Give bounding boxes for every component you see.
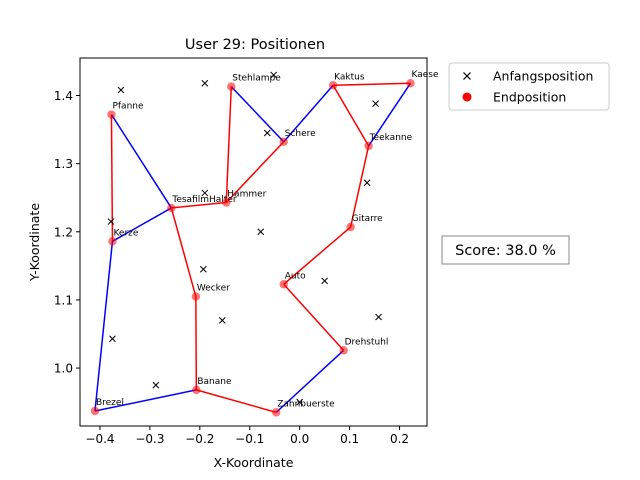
end-position-marker (227, 82, 236, 91)
end-position-marker (346, 222, 355, 232)
start-position-marker (201, 79, 209, 87)
path-segment-red (332, 84, 370, 147)
start-position-marker (152, 381, 160, 389)
end-position-marker (279, 280, 288, 289)
start-position-marker (363, 179, 371, 187)
start-position-marker (107, 218, 115, 225)
end-position-label: Kerze (113, 228, 138, 238)
x-tick-label: −0.3 (135, 432, 164, 446)
y-tick-label: 1.4 (54, 89, 73, 103)
start-position-marker (218, 317, 226, 324)
y-tick-label: 1.2 (54, 225, 73, 239)
path-segment-blue (367, 82, 412, 147)
start-position-marker (372, 100, 379, 108)
path-segment-red (225, 86, 233, 203)
x-tick-label: 0.2 (390, 432, 409, 446)
legend-start-marker-icon (463, 72, 471, 80)
start-position-marker (296, 398, 304, 406)
end-position-label: Auto (285, 271, 306, 281)
path-segment-red (333, 82, 411, 87)
end-position-marker (279, 137, 288, 147)
end-position-label: Gitarre (352, 214, 384, 224)
score-box-frame (441, 235, 570, 265)
path-segment-red (170, 207, 197, 297)
path-segment-red (349, 145, 370, 228)
end-position-marker (406, 79, 415, 88)
path-segment-red (283, 283, 345, 351)
end-position-label: Pfanne (112, 102, 144, 112)
start-position-marker (257, 228, 265, 236)
end-position-label: Kaktus (334, 72, 365, 82)
start-position-marker (117, 86, 125, 94)
x-axis-label: X-Koordinate (214, 455, 294, 470)
end-position-marker (191, 292, 201, 301)
end-position-marker (90, 406, 100, 416)
score-text: Score: 38.0 % (455, 243, 556, 259)
start-position-marker (321, 277, 329, 285)
x-tick-label: −0.4 (85, 432, 114, 446)
end-position-marker (364, 141, 373, 151)
end-position-label: Schere (285, 129, 316, 139)
end-position-marker (107, 110, 116, 119)
legend-frame (448, 62, 610, 111)
y-axis-label: Y-Koordinate (27, 203, 42, 282)
y-tick-label: 1.1 (54, 293, 73, 307)
end-position-marker (272, 408, 281, 417)
end-position-label: Stehlampe (232, 74, 281, 84)
path-segment-blue (230, 86, 285, 143)
x-axis: −0.4 −0.3 −0.2 −0.1 0.0 0.1 0.2 (85, 426, 409, 446)
end-position-marker (339, 346, 348, 355)
start-position-marker (375, 313, 382, 321)
end-position-label: Zahnbuerste (277, 399, 335, 409)
path-segment-red (283, 226, 352, 285)
x-tick-label: 0.0 (290, 432, 309, 446)
end-position-label: Hammer (227, 189, 266, 199)
start-position-marker (201, 189, 209, 197)
end-position-label: Wecker (197, 284, 230, 294)
path-segment-red (225, 141, 285, 203)
y-tick-label: 1.3 (54, 157, 73, 171)
end-position-marker (167, 203, 176, 213)
end-position-label: Drehstuhl (345, 337, 389, 347)
legend-end-label: Endposition (493, 90, 566, 105)
path-segment-blue (112, 207, 172, 242)
start-position-marker (109, 335, 116, 343)
x-tick-label: 0.1 (340, 432, 359, 446)
path-segment-red (196, 389, 277, 414)
start-position-marker (199, 265, 207, 273)
path-segment-blue (275, 349, 345, 413)
y-axis: 1.0 1.1 1.2 1.3 1.4 (54, 89, 80, 376)
x-tick-label: −0.1 (235, 432, 264, 446)
end-position-label: Kaese (412, 70, 439, 80)
score-box: Score: 38.0 % (441, 235, 570, 265)
end-position-label: Teekanne (369, 133, 413, 143)
end-position-marker (192, 385, 201, 395)
legend: Anfangsposition Endposition (448, 62, 610, 111)
path-segment-blue (94, 389, 197, 412)
x-tick-label: −0.2 (185, 432, 214, 446)
chart-title: User 29: Positionen (185, 37, 325, 53)
end-position-marker (222, 198, 231, 207)
legend-end-marker-icon (462, 92, 472, 102)
start-position-marker (263, 129, 271, 137)
y-tick-label: 1.0 (54, 362, 73, 376)
legend-start-label: Anfangsposition (493, 69, 593, 84)
end-position-label: Brezel (96, 398, 124, 408)
path-segment-red (171, 201, 227, 209)
start-position-marker (270, 71, 278, 79)
end-position-marker (108, 237, 117, 246)
plot-frame (79, 57, 428, 427)
end-position-marker (328, 81, 338, 90)
end-position-label: Banane (197, 377, 232, 387)
plot-area: Pfanne Stehlampe Kaktus Kaese Schere Teekanne… (90, 70, 439, 417)
path-segment-blue (94, 241, 114, 412)
path-segment-blue (283, 84, 334, 143)
end-position-label: TesafilmHalter (171, 195, 236, 205)
path-segment-blue (110, 114, 172, 209)
